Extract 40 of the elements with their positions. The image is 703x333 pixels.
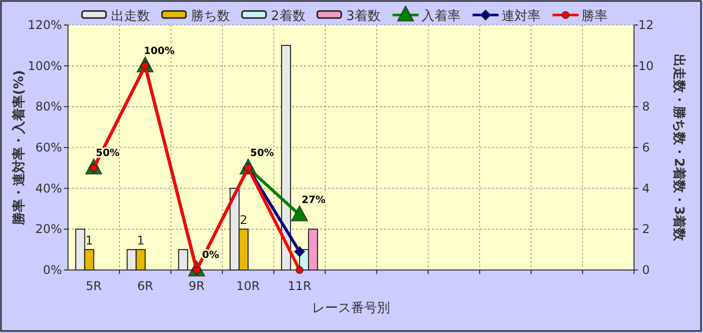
bar bbox=[178, 249, 188, 270]
data-label: 2 bbox=[240, 213, 248, 228]
y2-tick-label: 8 bbox=[642, 100, 650, 114]
x-tick-label: 10R bbox=[236, 279, 260, 293]
y-tick-label: 100% bbox=[28, 58, 62, 73]
y-tick-label: 20% bbox=[35, 222, 62, 236]
data-label: 27% bbox=[302, 194, 326, 206]
legend-label: 3着数 bbox=[346, 8, 381, 24]
x-tick-label: 11R bbox=[288, 279, 312, 293]
data-label: 50% bbox=[250, 148, 274, 159]
y-tick-label: 0% bbox=[42, 263, 62, 277]
point bbox=[294, 246, 305, 258]
x-tick-label: 5R bbox=[86, 279, 102, 293]
legend-label: 勝率 bbox=[582, 8, 608, 24]
x-axis-title: レース番号別 bbox=[312, 301, 390, 316]
y2-tick-label: 10 bbox=[638, 58, 654, 73]
legend-label: 2着数 bbox=[271, 8, 306, 24]
y2-tick-label: 6 bbox=[642, 140, 650, 154]
bar bbox=[281, 44, 292, 270]
y2-tick-label: 0 bbox=[642, 263, 650, 277]
y2-tick-label: 2 bbox=[642, 222, 650, 236]
y2-tick-label: 12 bbox=[638, 18, 654, 32]
legend-label: 連対率 bbox=[502, 8, 541, 24]
y2-tick-label: 4 bbox=[642, 181, 650, 196]
data-label: 1 bbox=[85, 234, 94, 248]
y-tick-label: 60% bbox=[35, 140, 62, 154]
data-label: 1 bbox=[136, 234, 144, 248]
y-tick-label: 120% bbox=[28, 18, 62, 32]
x-tick-label: 9R bbox=[188, 279, 205, 293]
point bbox=[296, 266, 304, 274]
point bbox=[291, 205, 308, 222]
legend-label: 入着率 bbox=[422, 8, 461, 24]
legend-label: 出走数 bbox=[111, 9, 150, 24]
y2-axis-title: 出走数・勝ち数・2着数・3着数 bbox=[671, 54, 687, 242]
y-axis-title: 勝率・連対率・入着率(%) bbox=[11, 70, 27, 226]
y-tick-label: 80% bbox=[35, 100, 62, 114]
data-label: 100% bbox=[144, 46, 175, 57]
y-tick-label: 40% bbox=[35, 181, 62, 196]
legend-label: 勝ち数 bbox=[191, 9, 230, 24]
x-tick-label: 6R bbox=[137, 279, 154, 293]
